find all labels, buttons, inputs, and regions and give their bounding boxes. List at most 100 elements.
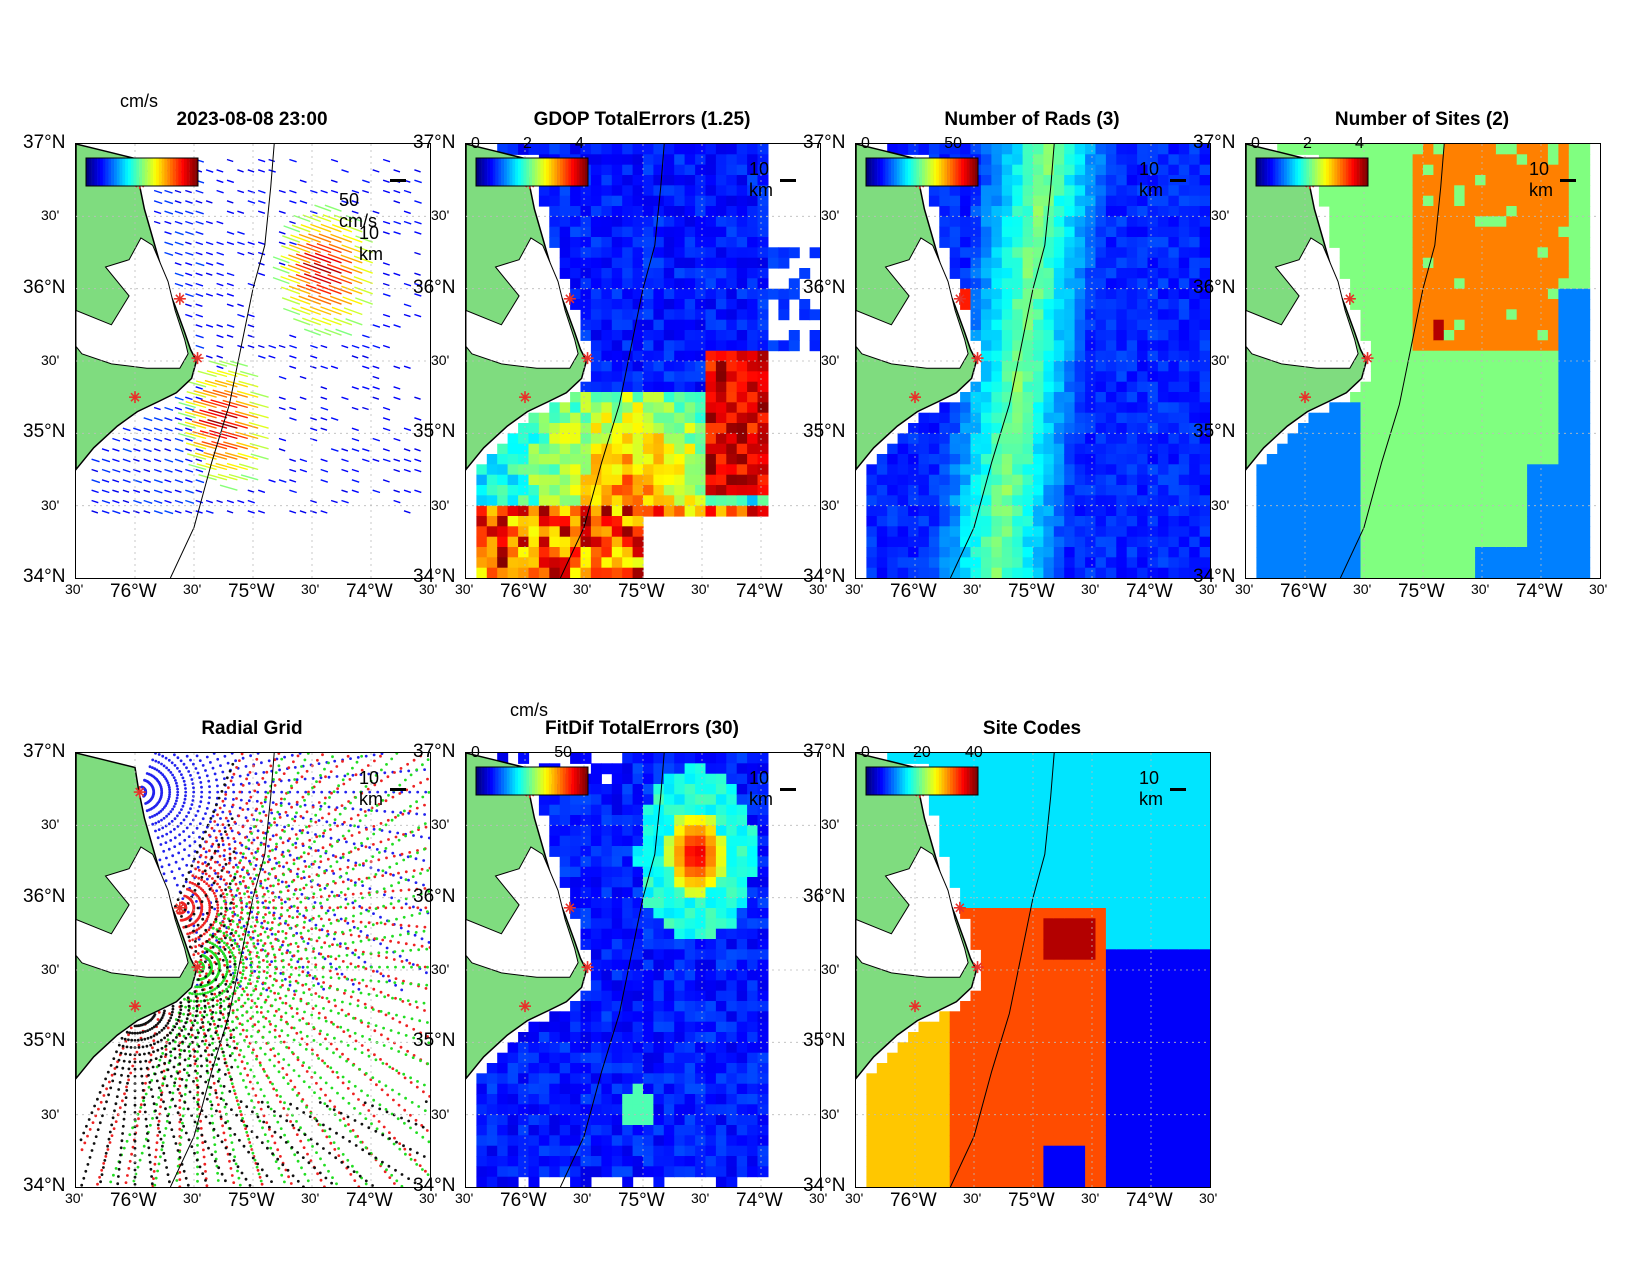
field-cell — [1527, 278, 1539, 290]
lon-tick-label: 74°W — [346, 1190, 393, 1211]
field-cell — [1360, 381, 1372, 393]
radial-point — [165, 802, 169, 805]
map-canvas — [76, 144, 430, 578]
field-cell — [1147, 216, 1159, 228]
field-cell — [1568, 247, 1580, 259]
current-arrow — [280, 255, 301, 264]
field-cell — [1516, 175, 1528, 186]
radial-point — [326, 857, 330, 861]
field-cell — [1147, 474, 1159, 486]
current-arrow — [289, 334, 297, 339]
radial-point — [234, 882, 238, 886]
field-cell — [1360, 226, 1372, 238]
field-cell — [736, 330, 748, 341]
field-cell — [674, 195, 686, 207]
current-arrow — [362, 344, 370, 349]
current-arrow — [342, 234, 363, 243]
field-cell — [1475, 340, 1487, 352]
field-cell — [1001, 443, 1013, 455]
current-arrow — [143, 427, 153, 432]
current-arrow — [133, 448, 141, 452]
radial-point — [172, 776, 176, 779]
field-cell — [1402, 505, 1414, 517]
radial-point — [296, 790, 300, 794]
field-cell — [559, 516, 571, 527]
field-cell — [570, 237, 582, 248]
field-cell — [1043, 154, 1055, 166]
field-cell — [674, 412, 686, 424]
field-cell — [949, 485, 961, 496]
field-cell — [622, 330, 634, 341]
field-cell — [939, 195, 951, 207]
field-cell — [1116, 392, 1128, 403]
field-cell — [1329, 423, 1341, 434]
field-cell — [643, 144, 654, 155]
field-cell — [601, 309, 613, 321]
field-cell — [1074, 154, 1086, 166]
field-cell — [1506, 206, 1518, 217]
field-cell — [887, 495, 899, 507]
field-cell — [622, 412, 634, 424]
field-cell — [736, 340, 748, 352]
field-cell — [980, 195, 992, 207]
field-cell — [601, 247, 613, 259]
field-cell — [736, 495, 748, 507]
field-cell — [1443, 350, 1455, 362]
field-cell — [1022, 268, 1034, 279]
field-cell — [590, 195, 602, 207]
field-cell — [632, 226, 644, 238]
radial-point — [233, 847, 237, 850]
field-cell — [663, 485, 675, 496]
field-cell — [1558, 485, 1570, 496]
current-arrow — [164, 510, 174, 515]
lat-tick-label: 36°N — [23, 885, 66, 907]
field-cell — [559, 226, 571, 238]
field-cell — [1178, 526, 1190, 538]
field-cell — [528, 516, 540, 527]
field-cell — [1454, 433, 1466, 445]
field-cell — [611, 402, 623, 414]
field-cell — [580, 567, 592, 578]
radial-point — [199, 887, 203, 891]
field-cell — [632, 526, 644, 538]
field-cell — [611, 340, 623, 352]
field-cell — [1370, 330, 1382, 341]
current-arrow — [303, 328, 321, 336]
field-cell — [549, 474, 561, 486]
radial-point — [380, 753, 384, 755]
field-cell — [866, 516, 878, 527]
field-cell — [1350, 567, 1362, 578]
field-cell — [1064, 495, 1076, 507]
field-cell — [1339, 226, 1351, 238]
field-cell — [622, 144, 634, 155]
radial-point — [249, 795, 253, 799]
field-cell — [1074, 319, 1086, 331]
radial-point — [357, 847, 360, 851]
current-arrow — [216, 365, 224, 370]
current-arrow — [403, 427, 412, 432]
radial-point — [255, 799, 259, 803]
field-cell — [1012, 547, 1024, 558]
field-cell — [476, 536, 488, 548]
field-cell — [1391, 309, 1403, 321]
field-cell — [1043, 547, 1055, 558]
field-cell — [1547, 423, 1559, 434]
field-cell — [1360, 299, 1372, 310]
field-cell — [991, 278, 1003, 290]
radial-point — [154, 759, 158, 763]
radial-point — [192, 790, 196, 794]
field-cell — [1516, 423, 1528, 434]
field-cell — [1074, 226, 1086, 238]
field-cell — [1178, 319, 1190, 331]
current-arrow — [216, 370, 238, 378]
field-cell — [726, 216, 738, 228]
field-cell — [1298, 567, 1310, 578]
field-cell — [1568, 526, 1580, 538]
current-arrow — [195, 479, 205, 484]
field-cell — [1433, 237, 1445, 248]
field-cell — [1189, 144, 1201, 155]
field-cell — [1329, 195, 1341, 207]
field-cell — [549, 505, 561, 517]
field-cell — [1126, 443, 1138, 455]
field-cell — [939, 423, 951, 434]
